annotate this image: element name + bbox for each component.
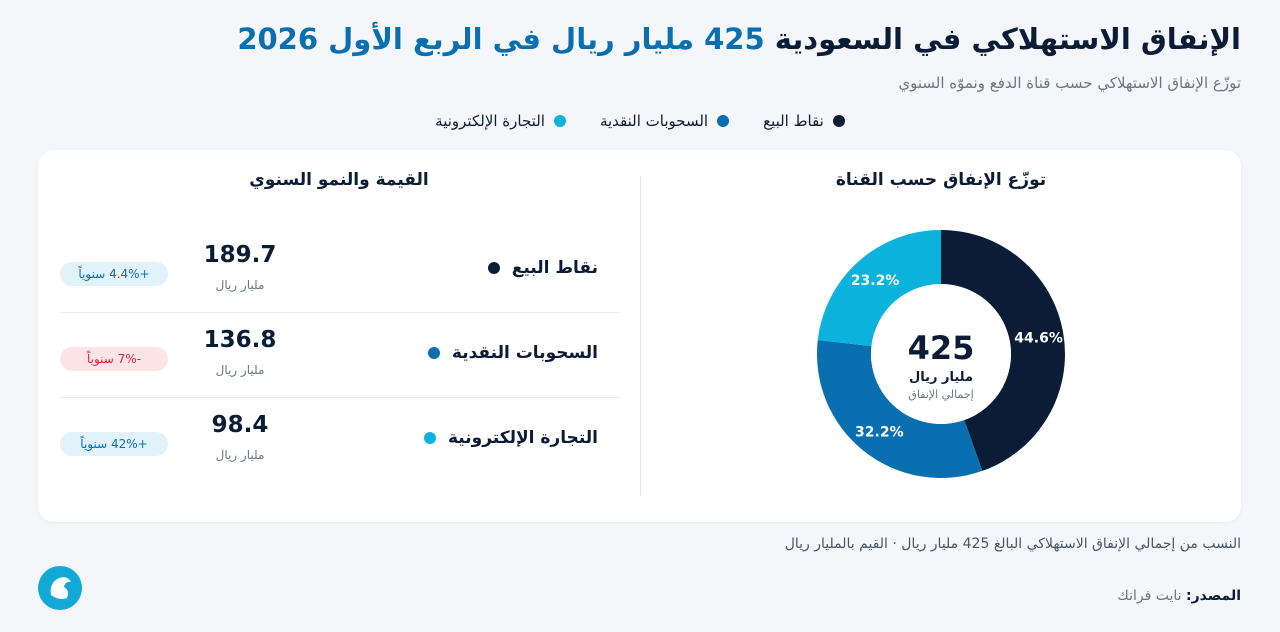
table-row: نقاط البيع 189.7 مليار ريال +4.4% سنوياً <box>60 228 620 313</box>
subtitle: توزّع الإنفاق الاستهلاكي حسب قناة الدفع … <box>898 74 1241 92</box>
legend-item: نقاط البيع <box>763 112 845 130</box>
donut-hole <box>871 284 1011 424</box>
logo <box>38 566 82 610</box>
row-dot <box>424 432 436 444</box>
legend-label: التجارة الإلكترونية <box>435 112 545 130</box>
legend: نقاط البيع السحوبات النقدية التجارة الإلكت… <box>0 112 1280 130</box>
donut-chart: 44.6% 32.2% 23.2% 425 مليار ريال إجمالي الإنف… <box>817 230 1065 478</box>
donut-slice <box>817 340 983 478</box>
legend-item: التجارة الإلكترونية <box>435 112 566 130</box>
divider <box>640 176 641 496</box>
growth-pill: +4.4% سنوياً <box>60 262 168 286</box>
center-unit: مليار ريال <box>909 370 973 385</box>
row-label: السحوبات النقدية <box>451 343 598 363</box>
row-value: 98.4 <box>211 412 269 438</box>
growth-pill: -7% سنوياً <box>60 347 168 371</box>
legend-dot <box>553 115 566 127</box>
center-value: 425 <box>908 329 975 367</box>
legend-dot <box>832 115 845 127</box>
title-main: الإنفاق الاستهلاكي في السعودية <box>774 22 1241 56</box>
table-row: السحوبات النقدية 136.8 مليار ريال -7% سنويا… <box>60 313 620 398</box>
row-unit: مليار ريال <box>215 363 265 377</box>
row-unit: مليار ريال <box>215 448 265 462</box>
row-value: 189.7 <box>203 242 277 268</box>
center-label: إجمالي الإنفاق <box>908 388 973 401</box>
legend-label: السحوبات النقدية <box>599 112 709 130</box>
donut-slice <box>817 230 941 347</box>
row-label: نقاط البيع <box>511 258 598 278</box>
chart-title: توزّع الإنفاق حسب القناة <box>835 170 1047 190</box>
slice-label: 23.2% <box>851 273 900 289</box>
title-highlight: 425 مليار ريال في الربع الأول 2026 <box>237 22 765 56</box>
donut-slice <box>941 230 1065 471</box>
source-name: نايت فرانك <box>1117 588 1182 604</box>
table-title: القيمة والنمو السنوي <box>249 170 429 190</box>
row-name: نقاط البيع <box>487 258 598 278</box>
row-value: 136.8 <box>203 327 277 353</box>
slice-label: 44.6% <box>1014 330 1063 346</box>
row-name: التجارة الإلكترونية <box>424 428 598 448</box>
row-name: السحوبات النقدية <box>427 343 598 363</box>
source: المصدر: نايت فرانك <box>1117 588 1241 604</box>
legend-label: نقاط البيع <box>763 112 824 130</box>
legend-item: السحوبات النقدية <box>599 112 730 130</box>
row-dot <box>487 262 500 274</box>
footnote: النسب من إجمالي الإنفاق الاستهلاكي البال… <box>784 536 1241 552</box>
slice-label: 32.2% <box>855 424 904 440</box>
row-dot <box>427 347 440 359</box>
source-label: المصدر: <box>1186 588 1241 604</box>
row-unit: مليار ريال <box>215 278 265 292</box>
table-row: التجارة الإلكترونية 98.4 مليار ريال +42% سن… <box>60 398 620 482</box>
growth-pill: +42% سنوياً <box>60 432 168 456</box>
legend-dot <box>717 115 730 127</box>
row-label: التجارة الإلكترونية <box>448 428 598 448</box>
title: الإنفاق الاستهلاكي في السعودية 425 مليار… <box>237 22 1241 56</box>
